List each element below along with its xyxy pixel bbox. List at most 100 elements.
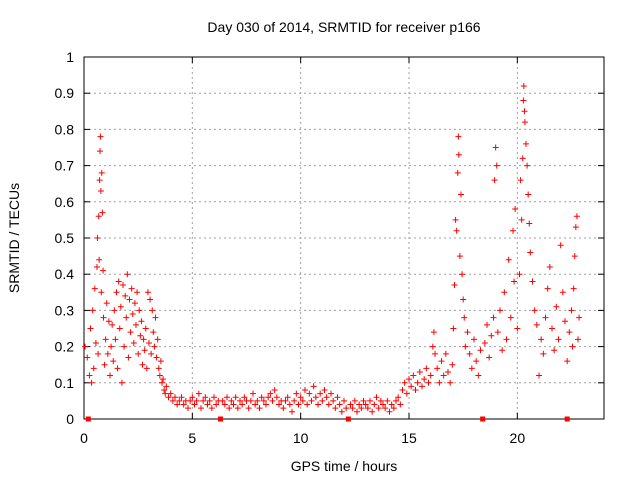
data-point [526,220,533,227]
data-point [408,383,415,390]
data-point [219,397,226,404]
data-point [150,329,157,336]
data-point [189,394,196,401]
data-point [221,401,228,408]
data-point [260,397,267,404]
data-point [358,405,365,412]
data-point [412,387,419,394]
data-point [575,336,581,343]
data-point [92,339,99,346]
data-point [520,82,527,89]
data-point [432,350,438,357]
data-point [94,263,100,270]
data-point [163,383,170,390]
data-point [517,177,524,184]
data-point [360,397,367,404]
data-point [452,216,459,223]
data-point [524,162,531,169]
data-point [161,387,168,394]
data-point [193,397,200,404]
data-point [449,361,456,368]
data-point [256,405,263,412]
data-point [332,405,339,412]
data-point [434,365,441,372]
data-point [97,187,104,194]
data-point [553,303,560,310]
data-point [468,365,475,372]
data-point [169,397,176,404]
data-point [125,354,132,361]
data-point [252,401,259,408]
data-point [234,405,241,412]
data-point [450,325,457,332]
data-point [99,209,106,216]
data-point [137,332,144,339]
data-points [82,82,583,415]
data-point [347,401,354,408]
data-point [200,397,207,404]
y-tick-label: 0.5 [55,230,75,246]
data-point [555,336,562,343]
data-point [295,401,302,408]
data-point [208,405,215,412]
data-point [399,387,406,394]
data-point [187,397,194,404]
data-point [516,271,523,278]
data-point [89,307,96,314]
data-point [96,177,103,184]
x-axis-label: GPS time / hours [291,458,398,474]
data-point [154,336,161,343]
y-tick-label: 0.9 [55,85,75,101]
data-point [136,307,143,314]
y-tick-label: 0.6 [55,194,75,210]
data-point [336,401,343,408]
data-point [165,394,172,401]
data-point [97,133,104,140]
data-point [421,376,428,383]
data-point [312,394,319,401]
data-point [572,224,579,231]
data-point [461,314,468,321]
x-tick-label: 20 [510,430,526,446]
data-point [511,278,518,285]
data-point [120,282,126,289]
data-point [121,343,128,350]
data-point [284,394,291,401]
data-point [456,253,463,260]
data-point [499,347,506,354]
y-tick-label: 0.2 [55,339,75,355]
data-point [571,253,578,260]
data-point [481,339,488,346]
data-point [282,397,289,404]
data-point [142,325,149,332]
data-point [146,339,152,346]
data-point [263,401,269,408]
data-point [438,358,445,365]
x-tick-label: 10 [293,430,309,446]
data-point [103,300,110,307]
data-point [185,405,191,412]
data-point [486,354,493,361]
data-point [364,405,371,412]
data-point [442,350,449,357]
data-point [334,394,341,401]
data-point [455,151,462,158]
data-point [510,227,516,234]
data-point [241,394,248,401]
data-point [557,242,564,249]
data-point [98,289,105,296]
data-point [129,311,136,318]
data-point [464,329,471,336]
y-tick-label: 0.3 [55,302,75,318]
data-point [419,383,425,390]
data-point [254,397,261,404]
data-point [493,162,500,169]
data-point [343,405,350,412]
data-point [98,169,105,176]
data-point [162,390,169,397]
data-point [178,394,185,401]
y-tick-label: 0.1 [55,375,75,391]
data-point [247,397,254,404]
data-point [95,213,102,220]
